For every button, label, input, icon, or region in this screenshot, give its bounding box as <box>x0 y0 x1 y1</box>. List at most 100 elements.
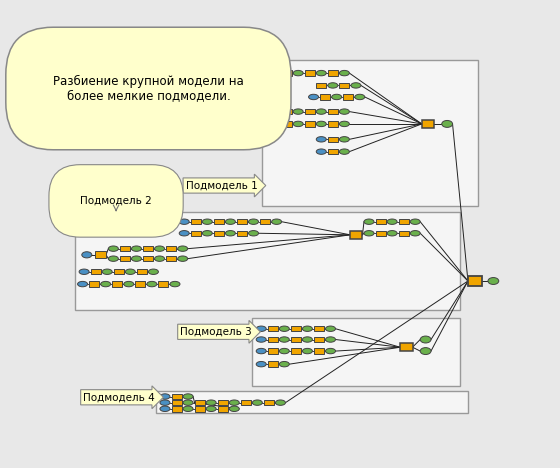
Ellipse shape <box>270 121 280 127</box>
FancyBboxPatch shape <box>268 361 278 367</box>
Ellipse shape <box>328 83 338 88</box>
FancyBboxPatch shape <box>314 348 324 354</box>
FancyBboxPatch shape <box>137 269 147 274</box>
Ellipse shape <box>339 121 349 127</box>
FancyBboxPatch shape <box>305 121 315 127</box>
Ellipse shape <box>132 256 142 261</box>
FancyBboxPatch shape <box>376 219 385 224</box>
FancyBboxPatch shape <box>268 337 278 342</box>
Ellipse shape <box>316 109 326 114</box>
Ellipse shape <box>256 361 266 367</box>
Ellipse shape <box>109 256 118 261</box>
Ellipse shape <box>442 120 452 127</box>
Ellipse shape <box>102 269 112 274</box>
FancyBboxPatch shape <box>171 406 181 411</box>
Ellipse shape <box>225 231 235 236</box>
FancyBboxPatch shape <box>195 406 204 411</box>
Ellipse shape <box>148 269 158 274</box>
FancyBboxPatch shape <box>316 83 326 88</box>
FancyBboxPatch shape <box>291 337 301 342</box>
Ellipse shape <box>256 326 266 331</box>
FancyBboxPatch shape <box>282 109 292 114</box>
Ellipse shape <box>77 281 87 287</box>
Ellipse shape <box>160 400 170 405</box>
FancyBboxPatch shape <box>218 406 228 411</box>
FancyBboxPatch shape <box>214 231 224 236</box>
Ellipse shape <box>225 219 235 224</box>
Ellipse shape <box>178 256 188 261</box>
Ellipse shape <box>249 231 259 236</box>
FancyBboxPatch shape <box>158 281 169 287</box>
FancyBboxPatch shape <box>328 109 338 114</box>
Ellipse shape <box>316 70 326 76</box>
FancyBboxPatch shape <box>120 256 130 261</box>
Ellipse shape <box>387 219 397 224</box>
FancyBboxPatch shape <box>143 256 153 261</box>
Ellipse shape <box>270 70 280 76</box>
Ellipse shape <box>339 109 349 114</box>
FancyBboxPatch shape <box>305 109 315 114</box>
Ellipse shape <box>79 269 89 274</box>
Text: Подмодель 2: Подмодель 2 <box>80 196 152 206</box>
Ellipse shape <box>420 336 431 343</box>
FancyBboxPatch shape <box>191 219 200 224</box>
Ellipse shape <box>293 121 303 127</box>
Ellipse shape <box>183 400 193 405</box>
FancyBboxPatch shape <box>114 269 124 274</box>
FancyBboxPatch shape <box>339 83 349 88</box>
Ellipse shape <box>183 394 193 399</box>
Ellipse shape <box>410 231 420 236</box>
FancyBboxPatch shape <box>260 219 270 224</box>
Ellipse shape <box>256 348 266 354</box>
FancyBboxPatch shape <box>399 219 409 224</box>
Ellipse shape <box>325 337 335 342</box>
FancyBboxPatch shape <box>191 231 200 236</box>
Ellipse shape <box>325 326 335 331</box>
Ellipse shape <box>316 121 326 127</box>
FancyBboxPatch shape <box>314 337 324 342</box>
FancyBboxPatch shape <box>400 343 413 351</box>
FancyBboxPatch shape <box>328 121 338 127</box>
FancyBboxPatch shape <box>350 231 362 239</box>
Ellipse shape <box>279 361 290 367</box>
FancyBboxPatch shape <box>291 326 301 331</box>
FancyBboxPatch shape <box>136 281 145 287</box>
FancyBboxPatch shape <box>166 256 176 261</box>
Text: Подмодель 3: Подмодель 3 <box>180 327 252 337</box>
Ellipse shape <box>339 70 349 76</box>
Ellipse shape <box>302 348 312 354</box>
Ellipse shape <box>229 400 239 405</box>
FancyBboxPatch shape <box>328 70 338 76</box>
Ellipse shape <box>279 348 290 354</box>
FancyBboxPatch shape <box>237 231 247 236</box>
FancyBboxPatch shape <box>314 326 324 331</box>
Ellipse shape <box>160 394 170 399</box>
Ellipse shape <box>253 400 262 405</box>
FancyBboxPatch shape <box>156 391 468 413</box>
FancyBboxPatch shape <box>305 70 315 76</box>
Ellipse shape <box>302 326 312 331</box>
FancyBboxPatch shape <box>171 400 181 405</box>
FancyBboxPatch shape <box>75 212 460 310</box>
Text: Подмодель 4: Подмодель 4 <box>83 392 155 402</box>
Ellipse shape <box>183 406 193 411</box>
Ellipse shape <box>420 348 431 355</box>
FancyBboxPatch shape <box>112 281 122 287</box>
FancyBboxPatch shape <box>241 400 251 405</box>
Ellipse shape <box>101 281 111 287</box>
Ellipse shape <box>179 231 189 236</box>
Ellipse shape <box>272 219 282 224</box>
Ellipse shape <box>179 219 189 224</box>
FancyBboxPatch shape <box>468 276 482 286</box>
FancyBboxPatch shape <box>237 219 247 224</box>
Ellipse shape <box>351 83 361 88</box>
Ellipse shape <box>170 281 180 287</box>
Ellipse shape <box>387 231 397 236</box>
Ellipse shape <box>109 246 118 251</box>
FancyBboxPatch shape <box>422 120 434 128</box>
FancyBboxPatch shape <box>253 318 460 386</box>
Ellipse shape <box>309 94 319 100</box>
FancyBboxPatch shape <box>268 326 278 331</box>
Ellipse shape <box>132 246 142 251</box>
Ellipse shape <box>124 281 134 287</box>
